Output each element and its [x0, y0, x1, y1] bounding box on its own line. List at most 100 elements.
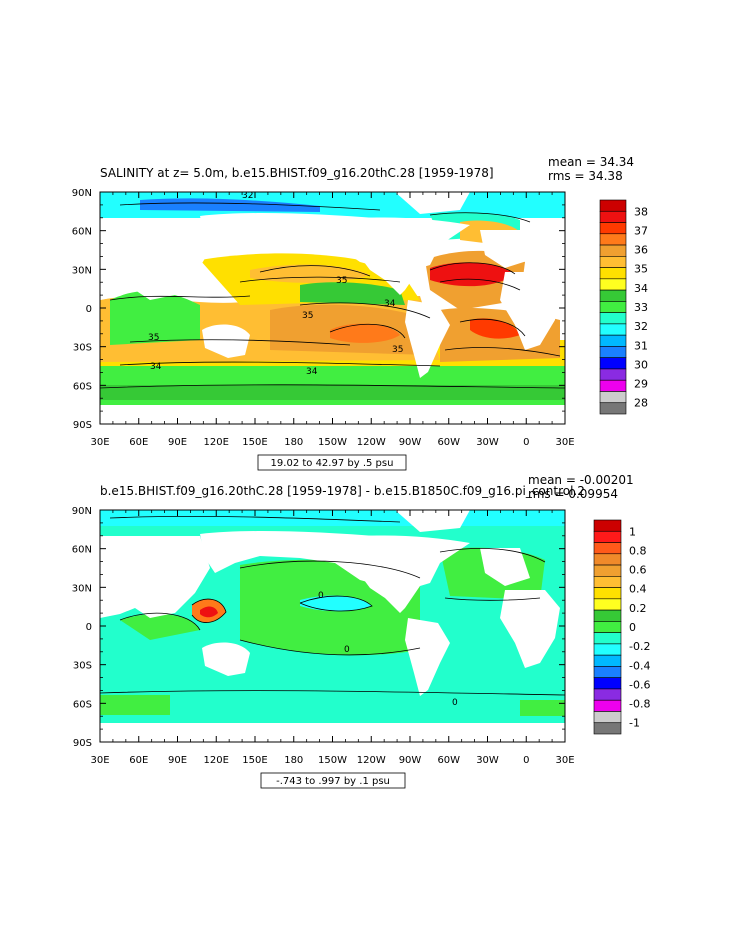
panel2-colorbar: 1 0.8 0.6 0.4 0.2 0 -0.2 -0.4 -0.6 -0.8 -1	[593, 519, 650, 735]
y-tick-label: 90N	[72, 188, 92, 199]
x-tick-label: 180	[284, 437, 303, 448]
x-tick-label: 150W	[318, 755, 347, 766]
colorbar-swatch	[599, 210, 627, 223]
colorbar-swatch	[593, 711, 622, 724]
colorbar-label: -0.2	[629, 640, 650, 653]
colorbar-swatch	[599, 391, 627, 404]
colorbar-label: 35	[634, 263, 648, 276]
panel1-contours	[100, 202, 565, 389]
colorbar-swatch	[593, 654, 622, 667]
landmass-south-america	[405, 618, 450, 696]
colorbar-swatch	[593, 666, 622, 678]
x-tick-label: 30E	[555, 437, 574, 448]
y-tick-label: 60S	[73, 381, 92, 392]
panel2-map: 0 0 0	[100, 510, 565, 742]
x-tick-label: 0	[523, 755, 529, 766]
landmass-europe	[480, 230, 530, 268]
colorbar-label: 36	[634, 244, 648, 257]
landmass-africa	[500, 590, 560, 668]
panel1-map: 32 35 34 35 34 35 35 34	[100, 191, 565, 424]
landmass-greenland	[395, 192, 470, 214]
colorbar-swatch	[593, 677, 622, 690]
contour-label: 0	[344, 645, 350, 655]
contour-label: 0	[318, 591, 324, 601]
colorbar-swatch	[599, 267, 627, 280]
colorbar-label: 32	[634, 320, 648, 333]
colorbar-label: 0.4	[629, 583, 647, 596]
colorbar-swatch	[599, 323, 627, 336]
colorbar-label: -0.4	[629, 659, 650, 672]
colorbar-swatch	[599, 256, 627, 268]
x-tick-label: 30E	[90, 437, 109, 448]
panel2-contours	[100, 515, 565, 696]
x-tick-label: 60E	[129, 755, 148, 766]
panel2-title: b.e15.BHIST.f09_g16.20thC.28 [1959-1978]…	[100, 484, 585, 498]
colorbar-swatch	[593, 576, 622, 588]
colorbar-swatch	[599, 244, 627, 257]
y-tick-label: 90N	[72, 506, 92, 517]
x-tick-label: 90E	[168, 437, 187, 448]
x-tick-label: 150E	[242, 755, 267, 766]
y-tick-label: 0	[86, 622, 92, 633]
colorbar-swatch	[593, 598, 622, 611]
landmass-asia	[100, 536, 210, 618]
landmass-europe	[480, 548, 530, 586]
colorbar-swatch	[599, 334, 627, 347]
x-tick-label: 150W	[318, 437, 347, 448]
colorbar-swatch	[593, 542, 622, 555]
colorbar-label: -0.8	[629, 698, 650, 711]
colorbar-swatch	[593, 609, 622, 622]
landmass-africa	[500, 272, 560, 350]
panel-salinity: SALINITY at z= 5.0m, b.e15.BHIST.f09_g16…	[72, 155, 648, 471]
landmass-australia	[202, 642, 250, 676]
colorbar-label: 34	[634, 282, 648, 295]
colorbar-swatch	[593, 688, 622, 701]
panel1-info-box	[257, 454, 407, 471]
contour-label: 35	[302, 311, 313, 321]
y-tick-label: 60S	[73, 699, 92, 710]
colorbar-swatch	[593, 587, 622, 600]
colorbar-label: -0.6	[629, 678, 650, 691]
contour-label: 32	[242, 191, 253, 201]
x-tick-label: 0	[523, 437, 529, 448]
colorbar-swatch	[593, 564, 622, 577]
panel1-colorbar: 38 37 36 35 34 33 32 31 30 29 28	[599, 199, 648, 415]
y-tick-label: 60N	[72, 545, 92, 556]
landmass-north-america	[340, 535, 470, 613]
colorbar-label: 37	[634, 224, 648, 237]
x-tick-label: 30E	[90, 755, 109, 766]
colorbar-swatch	[599, 379, 627, 392]
colorbar-swatch	[599, 312, 627, 325]
y-tick-label: 30N	[72, 583, 92, 594]
panel1-rms: rms = 34.38	[548, 169, 623, 183]
x-tick-label: 120W	[357, 755, 386, 766]
colorbar-label: 31	[634, 339, 648, 352]
y-tick-label: 30S	[73, 661, 92, 672]
x-tick-label: 120W	[357, 437, 386, 448]
y-tick-label: 30S	[73, 343, 92, 354]
colorbar-swatch	[593, 530, 622, 543]
landmass-south-america	[405, 300, 450, 378]
panel1-title: SALINITY at z= 5.0m, b.e15.BHIST.f09_g16…	[100, 166, 494, 180]
colorbar-swatch	[599, 199, 627, 212]
colorbar-swatch	[593, 553, 622, 566]
colorbar-swatch	[593, 643, 622, 656]
panel2-rms: rms = 0.09954	[528, 487, 618, 501]
colorbar-label: 29	[634, 378, 648, 391]
x-tick-label: 60W	[437, 755, 460, 766]
colorbar-label: 30	[634, 358, 648, 371]
x-tick-label: 150E	[242, 437, 267, 448]
contour-label: 35	[392, 345, 403, 355]
landmass-north-america	[340, 217, 470, 295]
colorbar-label: 0.2	[629, 602, 647, 615]
x-tick-label: 120E	[204, 755, 229, 766]
panel1-info-text: 19.02 to 42.97 by .5 psu	[271, 458, 394, 469]
panel2-info-box	[260, 772, 406, 789]
x-tick-label: 30W	[476, 755, 499, 766]
colorbar-swatch	[599, 222, 627, 235]
colorbar-label: 1	[629, 525, 636, 538]
colorbar-swatch	[599, 289, 627, 302]
panel2-mean: mean = -0.00201	[528, 473, 634, 487]
panel1-axes: 30E 60E 90E 120E 150E 180 150W 120W 90W 60W 30W 0 30…	[72, 188, 575, 448]
x-tick-label: 180	[284, 755, 303, 766]
